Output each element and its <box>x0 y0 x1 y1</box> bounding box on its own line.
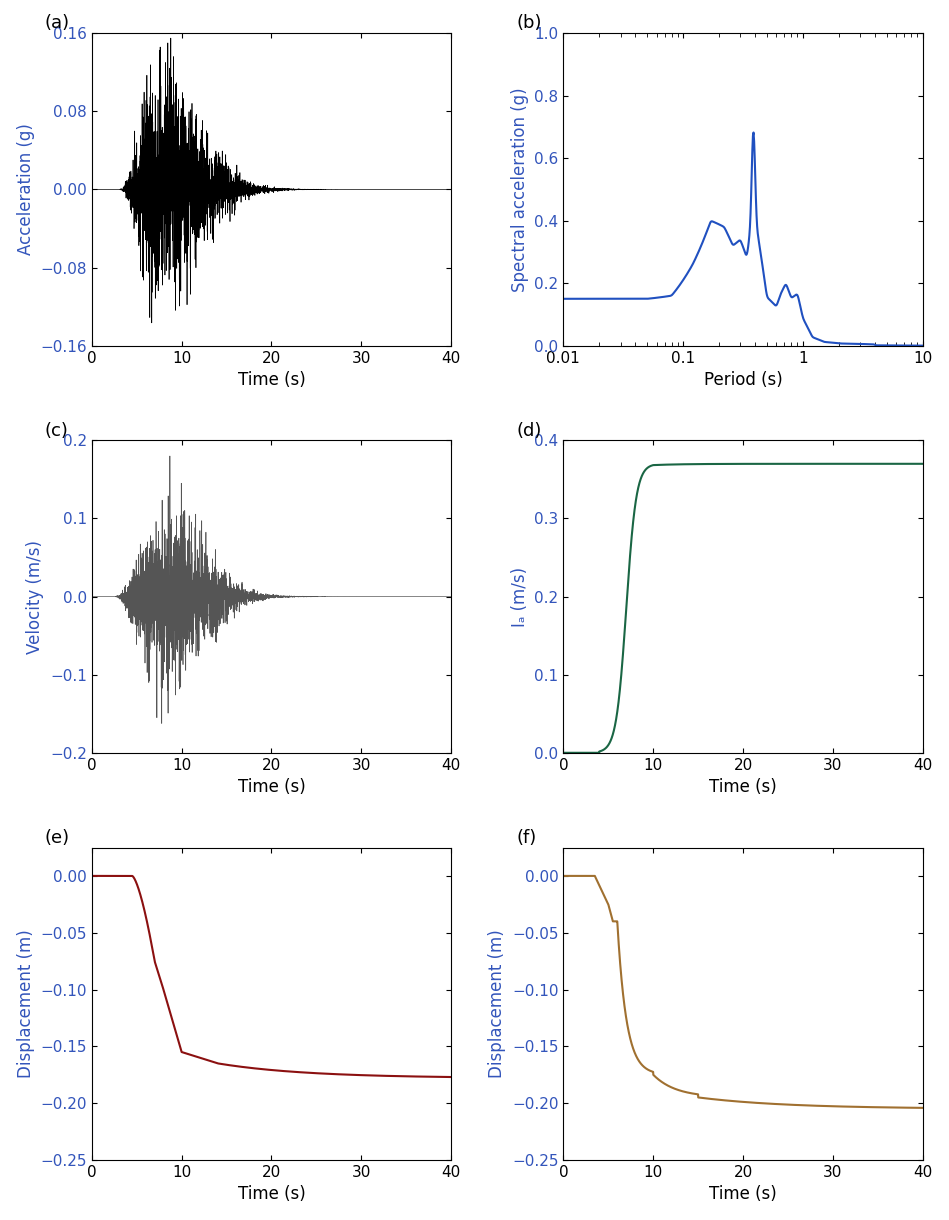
Text: (f): (f) <box>516 828 537 847</box>
X-axis label: Time (s): Time (s) <box>237 1186 306 1203</box>
X-axis label: Time (s): Time (s) <box>237 371 306 389</box>
X-axis label: Time (s): Time (s) <box>709 1186 777 1203</box>
Text: (a): (a) <box>45 15 70 33</box>
Y-axis label: Displacement (m): Displacement (m) <box>17 930 35 1078</box>
Y-axis label: Displacement (m): Displacement (m) <box>489 930 507 1078</box>
X-axis label: Time (s): Time (s) <box>237 778 306 797</box>
Y-axis label: Acceleration (g): Acceleration (g) <box>17 123 35 255</box>
Y-axis label: Iₐ (m/s): Iₐ (m/s) <box>511 566 529 627</box>
Text: (b): (b) <box>516 15 542 33</box>
Y-axis label: Velocity (m/s): Velocity (m/s) <box>27 539 45 654</box>
Y-axis label: Spectral acceleration (g): Spectral acceleration (g) <box>511 87 529 292</box>
Text: (c): (c) <box>45 422 69 439</box>
Text: (e): (e) <box>45 828 70 847</box>
X-axis label: Period (s): Period (s) <box>703 371 782 389</box>
X-axis label: Time (s): Time (s) <box>709 778 777 797</box>
Text: (d): (d) <box>516 422 542 439</box>
